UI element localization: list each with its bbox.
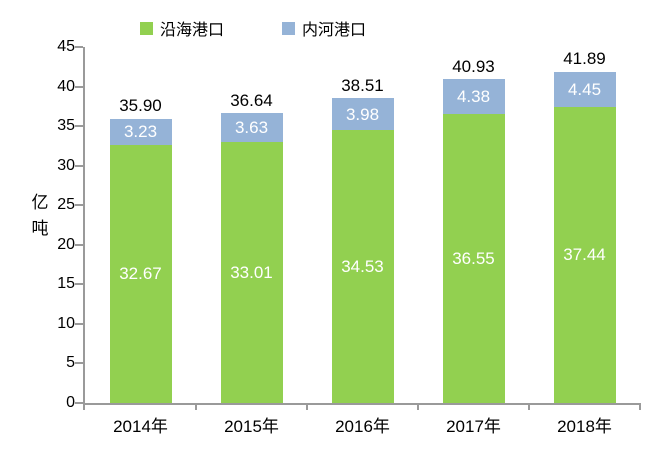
y-tick-label: 35	[57, 117, 75, 135]
legend-swatch-inland-icon	[282, 21, 296, 35]
segment-value-label: 34.53	[341, 256, 384, 276]
segment-value-label: 4.45	[567, 79, 602, 99]
x-tick-mark	[417, 403, 419, 410]
x-axis-category-label: 2017年	[446, 417, 501, 436]
legend-label-coastal: 沿海港口	[160, 22, 225, 39]
segment-value-label: 36.55	[452, 248, 495, 268]
coastal-segment: 37.44	[553, 106, 616, 403]
segment-value-label: 3.63	[234, 118, 269, 138]
y-tick-mark	[75, 322, 83, 325]
segment-value-label: 32.67	[119, 264, 162, 284]
segment-value-label: 33.01	[230, 262, 273, 282]
y-tick-mark	[75, 164, 83, 167]
y-tick-label: 30	[57, 156, 75, 174]
y-tick-label: 45	[57, 38, 75, 55]
bar-group-2016年: 38.51 3.98 34.53 2016年	[307, 47, 418, 436]
coastal-segment: 32.67	[109, 144, 172, 403]
inland-segment: 4.38	[442, 79, 505, 114]
y-tick-label: 0	[66, 394, 75, 411]
total-value-label: 35.90	[119, 96, 162, 116]
x-tick-mark	[83, 403, 85, 410]
segment-value-label: 3.98	[345, 104, 380, 124]
segment-value-label: 37.44	[563, 245, 606, 265]
coastal-segment: 36.55	[442, 113, 505, 403]
bar-group-2018年: 41.89 4.45 37.44 2018年	[529, 47, 640, 436]
inland-segment: 3.23	[109, 118, 172, 145]
y-tick-label: 25	[57, 196, 75, 214]
y-tick-mark	[75, 283, 83, 286]
y-tick-mark	[75, 362, 83, 365]
x-axis-line	[83, 403, 640, 405]
total-value-label: 38.51	[341, 75, 384, 95]
x-axis-category-label: 2016年	[335, 417, 390, 436]
y-axis-title: 亿吨	[31, 193, 49, 239]
inland-segment: 3.98	[331, 98, 394, 130]
total-value-label: 41.89	[563, 49, 606, 69]
y-tick-mark	[75, 46, 83, 48]
segment-value-label: 3.23	[123, 122, 158, 142]
y-tick-mark	[75, 243, 83, 246]
inland-segment: 4.45	[553, 71, 616, 107]
coastal-segment: 33.01	[220, 141, 283, 403]
chart-legend: 沿海港口 内河港口	[140, 16, 366, 40]
y-tick-label: 15	[57, 275, 75, 293]
legend-label-inland: 内河港口	[302, 22, 367, 39]
coastal-segment: 34.53	[331, 129, 394, 403]
legend-item-inland-ports: 内河港口	[282, 16, 366, 40]
y-tick-label: 20	[57, 235, 75, 253]
y-tick-mark	[75, 402, 83, 404]
bar-group-2015年: 36.64 3.63 33.01 2015年	[196, 47, 307, 436]
total-value-label: 36.64	[230, 90, 273, 110]
y-tick-label: 40	[57, 77, 75, 95]
total-value-label: 40.93	[452, 56, 495, 76]
legend-item-coastal-ports: 沿海港口	[140, 16, 224, 40]
plot-area: 35.90 3.23 32.67 2014年 36.64 3.63 33.01 2015年 38…	[57, 38, 641, 436]
y-axis-line	[83, 47, 85, 405]
y-tick-mark	[75, 85, 83, 88]
x-axis-category-label: 2018年	[557, 417, 612, 436]
x-tick-mark	[639, 403, 641, 410]
y-tick-mark	[75, 125, 83, 128]
y-tick-mark	[75, 204, 83, 207]
y-tick-label: 10	[57, 314, 75, 332]
x-axis-category-label: 2014年	[113, 417, 168, 436]
x-tick-mark	[195, 403, 197, 410]
y-tick-label: 5	[66, 354, 75, 372]
bars-container: 35.90 3.23 32.67 2014年 36.64 3.63 33.01 2015年 38…	[85, 47, 640, 436]
segment-value-label: 4.38	[456, 86, 491, 106]
inland-segment: 3.63	[220, 113, 283, 142]
x-axis-category-label: 2015年	[224, 417, 279, 436]
bar-group-2014年: 35.90 3.23 32.67 2014年	[85, 47, 196, 436]
bar-group-2017年: 40.93 4.38 36.55 2017年	[418, 47, 529, 436]
legend-swatch-coastal-icon	[140, 21, 153, 35]
x-tick-mark	[306, 403, 308, 410]
x-tick-mark	[528, 403, 530, 410]
